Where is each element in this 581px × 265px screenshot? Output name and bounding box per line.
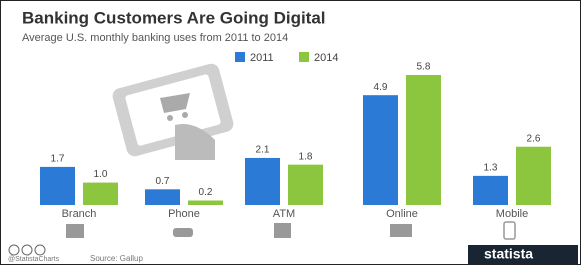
bar <box>363 95 398 205</box>
legend-swatch <box>235 52 245 62</box>
value-label: 4.9 <box>374 82 388 93</box>
value-label: 0.2 <box>199 187 213 198</box>
bar <box>406 75 441 205</box>
bar <box>516 147 551 205</box>
value-label: 1.7 <box>51 154 65 165</box>
bar <box>473 176 508 205</box>
bar <box>145 189 180 205</box>
bar <box>288 165 323 205</box>
x-tick-label: Online <box>386 208 418 220</box>
source: Source: Gallup <box>90 254 143 263</box>
value-label: 1.8 <box>299 151 313 162</box>
x-tick-label: Phone <box>168 208 200 220</box>
value-label: 1.0 <box>94 169 108 180</box>
chart-title: Banking Customers Are Going Digital <box>22 8 326 27</box>
value-label: 0.7 <box>156 176 170 187</box>
value-label: 5.8 <box>417 62 431 73</box>
bar <box>83 183 118 205</box>
x-tick-label: ATM <box>273 208 295 220</box>
x-tick-label: Mobile <box>496 208 528 220</box>
bar <box>188 201 223 205</box>
x-tick-label: Branch <box>62 208 97 220</box>
bar <box>40 167 75 205</box>
value-label: 2.1 <box>256 145 270 156</box>
value-label: 1.3 <box>484 163 498 174</box>
legend-label: 2011 <box>250 52 274 64</box>
chart: Banking Customers Are Going Digital Aver… <box>0 0 581 265</box>
handle: @StatistaCharts <box>8 256 60 263</box>
legend-swatch <box>299 52 309 62</box>
chart-subtitle: Average U.S. monthly banking uses from 2… <box>22 32 288 44</box>
value-label: 2.6 <box>527 133 541 144</box>
brand: statista <box>484 246 533 262</box>
bar <box>245 158 280 205</box>
legend-label: 2014 <box>314 52 338 64</box>
